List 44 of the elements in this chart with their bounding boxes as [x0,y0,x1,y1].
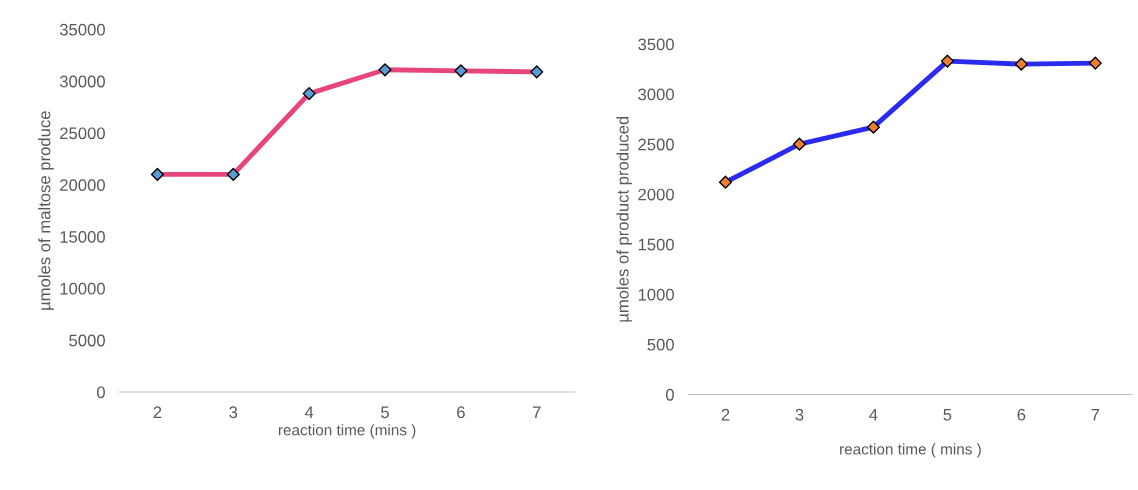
point [530,65,544,79]
point [150,167,165,182]
x-tick-label: 2 [153,406,162,418]
point [302,87,316,101]
y-tick-label: 500 [647,338,674,351]
x-tick-label: 4 [869,408,878,421]
point [378,63,392,77]
y-tick-label: 3500 [638,38,674,51]
x-tick-label: 6 [1017,408,1026,421]
point [866,120,881,134]
x-tick-label: 7 [532,406,541,418]
y-axis-title: µmoles of maltose produce [38,111,54,310]
x-tick-label: 5 [943,408,952,421]
y-tick-label: 3000 [638,88,674,101]
y-tick-label: 2000 [638,188,674,201]
point [1014,57,1028,71]
x-tick-label: 5 [381,406,389,419]
x-tick-label: 3 [795,408,804,421]
point [792,137,807,151]
y-tick-label: 35000 [59,23,105,36]
y-tick-label: 25000 [60,127,105,140]
point [1088,56,1102,70]
x-tick-label: 3 [229,406,238,419]
x-tick-label: 2 [721,408,730,421]
point [226,167,240,182]
y-tick-label: 20000 [60,179,105,191]
y-tick-label: 1000 [638,288,674,301]
x-axis-title: reaction time ( mins ) [840,443,981,458]
y-tick-label: 5000 [69,334,105,347]
x-axis-title: reaction time (mins ) [278,424,416,439]
y-tick-label: 30000 [59,75,105,88]
x-tick-label: 7 [1091,408,1100,421]
point [940,54,954,68]
y-tick-label: 10000 [60,282,105,295]
y-tick-label: 2500 [638,138,674,151]
y-axis-title: µmoles of product produced [616,116,632,322]
point [454,64,468,78]
y-tick-label: 1500 [638,238,674,251]
y-tick-label: 15000 [60,231,105,243]
y-tick-label: 0 [665,388,674,401]
y-tick-label: 0 [96,386,105,399]
x-tick-label: 4 [304,406,314,418]
point [718,175,733,189]
x-tick-label: 6 [457,406,465,419]
